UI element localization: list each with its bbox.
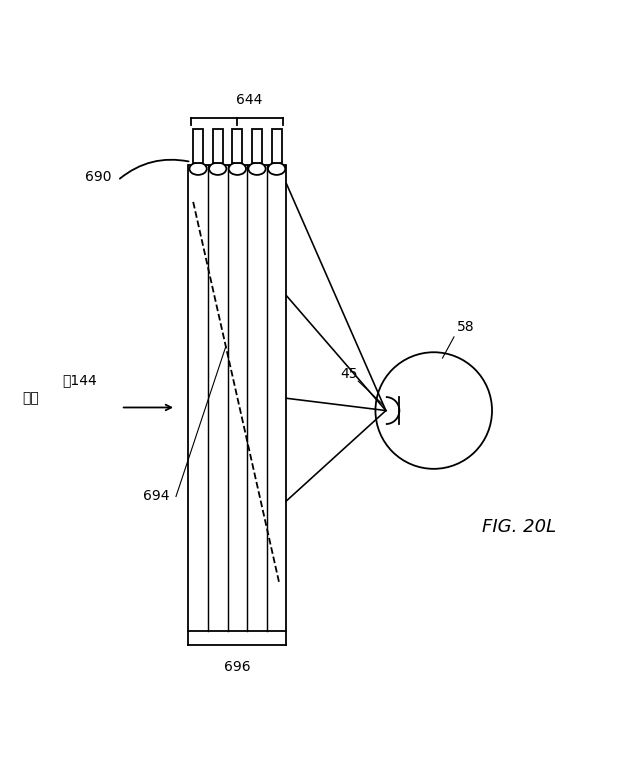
Bar (252, 129, 262, 163)
Bar (188, 165, 287, 631)
Bar (272, 129, 282, 163)
Text: 694: 694 (143, 489, 170, 503)
Text: FIG. 20L: FIG. 20L (482, 518, 557, 536)
Text: 644: 644 (236, 93, 263, 107)
Text: 世界: 世界 (22, 391, 39, 405)
Ellipse shape (229, 163, 246, 175)
Bar (232, 129, 243, 163)
Ellipse shape (248, 163, 266, 175)
Bar (213, 129, 223, 163)
Ellipse shape (209, 163, 226, 175)
Text: ～144: ～144 (62, 373, 97, 387)
Bar (193, 129, 203, 163)
Text: 58: 58 (457, 320, 475, 334)
Text: 45: 45 (340, 367, 358, 381)
Text: 696: 696 (224, 660, 251, 674)
Ellipse shape (190, 163, 207, 175)
Text: 690: 690 (85, 171, 111, 185)
Ellipse shape (268, 163, 285, 175)
Circle shape (376, 352, 492, 469)
